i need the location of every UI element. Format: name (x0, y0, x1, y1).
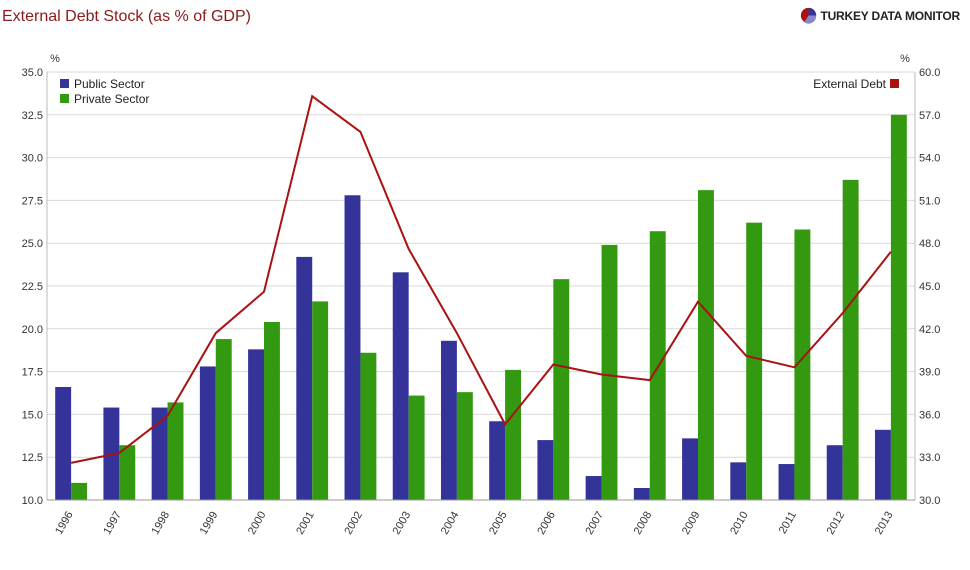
left-tick-label: 25.0 (22, 238, 43, 250)
bar-public-sector (874, 429, 891, 500)
line-external-debt (70, 94, 892, 464)
right-tick-label: 45.0 (919, 281, 940, 293)
right-tick-label: 57.0 (919, 110, 940, 122)
x-tick-label: 2004 (439, 510, 462, 537)
bar-private-sector (842, 179, 859, 500)
line-series (70, 94, 892, 464)
left-tick-label: 22.5 (22, 281, 43, 293)
bar-public-sector (199, 366, 216, 500)
legend-label-private: Private Sector (74, 92, 149, 106)
legend-label-public: Public Sector (74, 77, 145, 91)
right-tick-label: 30.0 (919, 495, 940, 507)
right-tick-label: 48.0 (919, 238, 940, 250)
left-tick-label: 27.5 (22, 195, 43, 207)
bar-public-sector (633, 488, 650, 500)
bar-public-sector (585, 476, 602, 500)
bar-private-sector (601, 244, 618, 500)
brand-name: TURKEY DATA MONITOR (820, 8, 960, 23)
x-tick-label: 2000 (246, 510, 269, 537)
right-tick-label: 51.0 (919, 195, 940, 207)
bar-private-sector (794, 229, 811, 500)
left-tick-label: 10.0 (22, 495, 43, 507)
left-tick-label: 12.5 (22, 452, 43, 464)
bar-public-sector (778, 464, 795, 500)
bar-public-sector (440, 340, 457, 500)
bar-private-sector (264, 321, 280, 500)
bar-series (55, 114, 907, 501)
bar-public-sector (55, 387, 72, 500)
bar-private-sector (746, 222, 763, 500)
grid-lines (47, 71, 915, 501)
x-tick-label: 2011 (777, 510, 799, 536)
left-tick-label: 17.5 (22, 367, 43, 379)
bar-private-sector (119, 445, 136, 500)
chart-title: External Debt Stock (as % of GDP) (2, 8, 251, 25)
right-tick-label: 36.0 (919, 409, 940, 421)
x-tick-label: 2003 (391, 510, 414, 537)
x-tick-label: 2010 (728, 510, 751, 537)
bar-private-sector (553, 279, 570, 500)
x-tick-label: 2008 (632, 510, 655, 537)
bar-private-sector (505, 369, 522, 500)
bar-private-sector (360, 352, 377, 500)
bar-private-sector (312, 301, 329, 500)
left-tick-label: 32.5 (22, 110, 43, 122)
right-tick-label: 60.0 (919, 67, 940, 79)
left-tick-label: 30.0 (22, 153, 43, 165)
right-tick-label: 39.0 (919, 367, 940, 379)
bar-public-sector (151, 407, 168, 500)
bar-public-sector (682, 438, 698, 500)
brand-logo[interactable]: TURKEY DATA MONITOR (800, 7, 960, 24)
legend-swatch-public (60, 79, 69, 88)
right-tick-label: 33.0 (919, 452, 940, 464)
right-tick-label: 54.0 (919, 153, 940, 165)
x-tick-label: 1998 (150, 510, 173, 537)
x-tick-label: 1999 (198, 510, 221, 537)
x-tick-label: 2009 (680, 510, 703, 537)
right-axis-unit: % (900, 53, 910, 65)
bar-public-sector (826, 445, 843, 500)
bar-private-sector (456, 392, 473, 500)
legend-swatch-external (890, 79, 899, 88)
bar-private-sector (215, 339, 232, 500)
x-tick-label: 2005 (487, 509, 510, 536)
x-tick-label: 2012 (825, 510, 848, 537)
bar-public-sector (344, 195, 361, 501)
right-tick-label: 42.0 (919, 324, 940, 336)
bar-private-sector (167, 402, 184, 500)
bar-private-sector (71, 482, 88, 500)
bar-private-sector (408, 395, 425, 500)
bar-public-sector (296, 256, 313, 500)
bar-public-sector (392, 272, 409, 500)
x-tick-label: 1997 (101, 510, 124, 537)
x-tick-label: 1996 (53, 510, 76, 537)
x-tick-label: 2001 (294, 510, 317, 537)
bar-public-sector (537, 440, 554, 500)
left-tick-label: 15.0 (22, 409, 43, 421)
bar-public-sector (730, 462, 747, 500)
x-tick-label: 2013 (873, 510, 896, 537)
bar-private-sector (698, 190, 714, 501)
legend-label-external: External Debt (813, 77, 886, 91)
legend-swatch-private (60, 94, 69, 103)
x-tick-label: 2007 (584, 510, 607, 537)
left-axis-unit: % (50, 53, 60, 65)
x-tick-label: 2002 (342, 510, 365, 537)
left-tick-label: 35.0 (22, 67, 43, 79)
left-tick-label: 20.0 (22, 324, 43, 336)
pie-logo-icon (801, 7, 817, 24)
bar-public-sector (248, 349, 264, 500)
bar-public-sector (489, 421, 506, 500)
x-tick-label: 2006 (535, 510, 558, 537)
bar-private-sector (890, 114, 907, 501)
